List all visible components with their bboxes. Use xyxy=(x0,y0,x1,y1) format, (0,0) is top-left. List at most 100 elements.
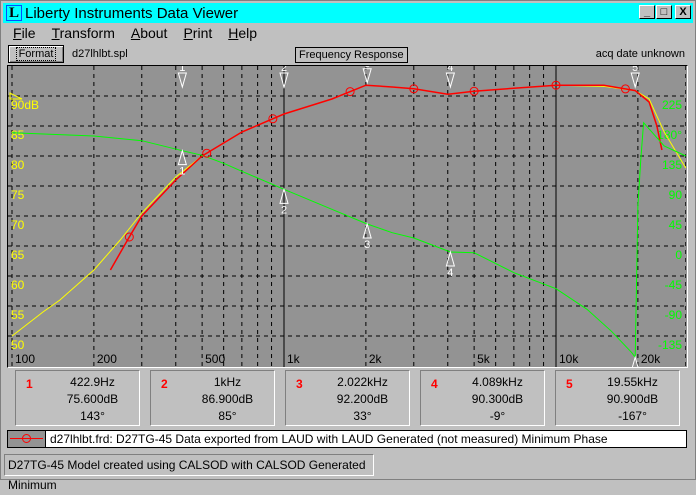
cursor-phase: -167° xyxy=(618,409,647,423)
y-tick-label: 90dB xyxy=(11,98,39,112)
cursor-number: 5 xyxy=(566,377,573,391)
status-bar: D27TG-45 Model created using CALSOD with… xyxy=(4,454,374,492)
y-tick-label: 60 xyxy=(11,278,25,292)
phase-tick-label: -90 xyxy=(665,308,683,322)
cursor-frequency: 422.9Hz xyxy=(70,375,115,389)
cursor-panel-4: 4 4.089kHz 90.300dB -9° xyxy=(420,370,545,426)
series-measured-line xyxy=(109,84,663,271)
window-title: Liberty Instruments Data Viewer xyxy=(25,4,239,22)
measured-point-circle xyxy=(409,84,419,94)
cursor-magnitude-label: 1 xyxy=(179,66,185,74)
cursor-frequency: 2.022kHz xyxy=(337,375,388,389)
close-button[interactable]: X xyxy=(675,5,691,19)
acq-date-label: acq date unknown xyxy=(595,48,685,60)
menu-print-accel: P xyxy=(183,25,193,41)
y-tick-label: 75 xyxy=(11,188,25,202)
series-generated-line xyxy=(11,84,686,337)
cursor-phase: 143° xyxy=(80,409,105,423)
menu-file-label: ile xyxy=(21,25,36,41)
menu-print[interactable]: Print xyxy=(175,23,220,43)
cursor-panel-1: 1 422.9Hz 75.600dB 143° xyxy=(15,370,140,426)
measured-point-circle xyxy=(124,232,134,242)
menu-file-accel: F xyxy=(13,25,22,41)
cursor-panel-5: 5 19.55kHz 90.900dB -167° xyxy=(555,370,680,426)
menu-transform-accel: T xyxy=(51,25,60,41)
cursor-number: 3 xyxy=(296,377,303,391)
menu-about[interactable]: About xyxy=(123,23,176,43)
y-tick-label: 55 xyxy=(11,308,25,322)
cursor-magnitude-label: 2 xyxy=(281,66,287,74)
phase-tick-label: 180° xyxy=(657,128,682,142)
x-tick-label: 1k xyxy=(287,352,301,366)
menu-help[interactable]: Help xyxy=(220,23,265,43)
menu-print-label: rint xyxy=(192,25,213,41)
phase-tick-label: 225 xyxy=(662,98,682,112)
menu-bar: File Transform About Print Help xyxy=(5,23,265,43)
legend-line-circle-icon xyxy=(8,431,46,447)
phase-tick-label: 0 xyxy=(675,248,682,262)
cursor-phase-marker-icon xyxy=(631,355,639,367)
cursor-phase-marker-icon xyxy=(177,148,187,166)
phase-tick-label: 135 xyxy=(662,158,682,172)
cursor-frequency: 1kHz xyxy=(213,375,242,389)
y-tick-label: 65 xyxy=(11,248,25,262)
measured-point-circle xyxy=(620,84,630,94)
measured-point-circle xyxy=(202,148,212,158)
cursor-magnitude-marker-icon xyxy=(362,68,372,85)
menu-transform[interactable]: Transform xyxy=(44,23,123,43)
phase-tick-label: -135 xyxy=(658,338,682,352)
cursor-level: 75.600dB xyxy=(66,392,119,406)
phase-tick-label: 45 xyxy=(669,218,683,232)
cursor-magnitude-label: 5 xyxy=(632,66,638,74)
cursor-phase-label: 1 xyxy=(179,166,185,178)
cursor-level: 92.200dB xyxy=(336,392,389,406)
x-tick-label: 200 xyxy=(97,352,117,366)
menu-about-accel: A xyxy=(130,25,141,41)
measured-point-circle xyxy=(268,114,278,124)
measured-point-circle xyxy=(345,87,355,97)
minimize-button[interactable]: _ xyxy=(639,5,655,19)
cursor-phase-label: 2 xyxy=(281,204,287,216)
x-tick-label: 100 xyxy=(15,352,35,366)
menu-file[interactable]: File xyxy=(5,23,44,43)
filename-label: d27lhlbt.spl xyxy=(72,48,128,60)
phase-tick-label: 90 xyxy=(669,188,683,202)
series-phase-line xyxy=(11,121,686,359)
cursor-panel-3: 3 2.022kHz 92.200dB 33° xyxy=(285,370,410,426)
cursor-phase: 33° xyxy=(353,409,372,423)
phase-tick-label: -45 xyxy=(665,278,683,292)
cursor-magnitude-marker-icon xyxy=(630,72,640,89)
legend-text: d27lhlbt.frd: D27TG-45 Data exported fro… xyxy=(50,432,608,446)
cursor-phase: -9° xyxy=(489,409,506,423)
cursor-number: 1 xyxy=(26,377,33,391)
cursor-magnitude-marker-icon xyxy=(279,72,289,89)
cursor-number: 4 xyxy=(431,377,438,391)
y-tick-label: 85 xyxy=(11,128,25,142)
reference-level-icon xyxy=(9,92,23,100)
maximize-button[interactable]: □ xyxy=(656,5,672,19)
cursor-number: 2 xyxy=(161,377,168,391)
y-tick-label: 80 xyxy=(11,158,25,172)
cursor-magnitude-label: 3 xyxy=(364,66,370,70)
cursor-frequency: 4.089kHz xyxy=(472,375,523,389)
format-button[interactable]: Format xyxy=(8,45,64,63)
cursor-magnitude-marker-icon xyxy=(177,72,187,89)
app-logo-icon: L xyxy=(6,5,22,21)
legend-bar[interactable]: d27lhlbt.frd: D27TG-45 Data exported fro… xyxy=(7,430,687,448)
menu-help-accel: H xyxy=(228,25,239,41)
cursor-phase-marker-icon xyxy=(279,187,289,204)
y-tick-label: 50 xyxy=(11,338,25,352)
view-mode-button[interactable]: Frequency Response xyxy=(295,47,408,63)
cursor-level: 86.900dB xyxy=(201,392,254,406)
cursor-level: 90.900dB xyxy=(606,392,659,406)
frequency-response-chart[interactable]: 90dB8580757065605550225180°13590450-45-9… xyxy=(8,66,686,367)
cursor-magnitude-marker-icon xyxy=(445,72,456,89)
menu-help-label: elp xyxy=(238,25,258,41)
measured-point-circle xyxy=(469,86,479,96)
y-tick-label: 70 xyxy=(11,218,25,232)
menu-about-label: bout xyxy=(140,25,168,41)
x-tick-label: 5k xyxy=(477,352,491,366)
x-tick-label: 20k xyxy=(641,352,661,366)
cursor-phase-marker-icon xyxy=(445,250,456,267)
format-button-label: Format xyxy=(15,47,57,61)
